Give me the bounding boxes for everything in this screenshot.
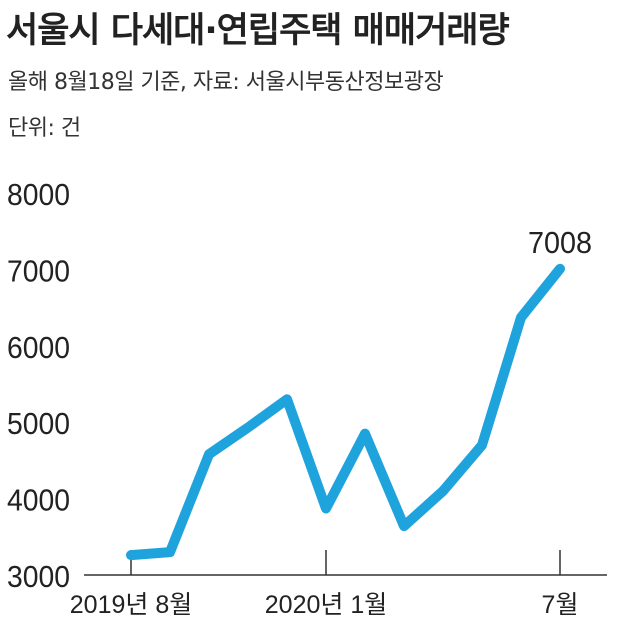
x-tick-label: 2019년 8월 bbox=[70, 591, 192, 619]
chart-title: 서울시 다세대·연립주택 매매거래량 bbox=[6, 11, 510, 51]
annotations: 7008 bbox=[528, 225, 592, 260]
y-tick-label: 5000 bbox=[7, 406, 70, 441]
y-axis-ticks: 8000 7000 6000 5000 4000 3000 bbox=[7, 177, 70, 594]
series-line bbox=[126, 263, 565, 561]
x-tick-label: 7월 bbox=[542, 591, 579, 619]
unit-label: 단위: 건 bbox=[8, 116, 81, 141]
y-tick-label: 8000 bbox=[7, 177, 70, 212]
y-tick-label: 7000 bbox=[7, 253, 70, 288]
x-tick-label: 2020년 1월 bbox=[265, 591, 387, 619]
x-axis-ticks: 2019년 8월 2020년 1월 7월 bbox=[70, 550, 579, 619]
y-tick-label: 6000 bbox=[7, 330, 70, 365]
y-tick-label: 3000 bbox=[7, 559, 70, 594]
y-tick-label: 4000 bbox=[7, 483, 70, 518]
chart-subtitle: 올해 8월18일 기준, 자료: 서울시부동산정보광장 bbox=[8, 70, 444, 95]
data-label-annotation: 7008 bbox=[528, 225, 592, 260]
